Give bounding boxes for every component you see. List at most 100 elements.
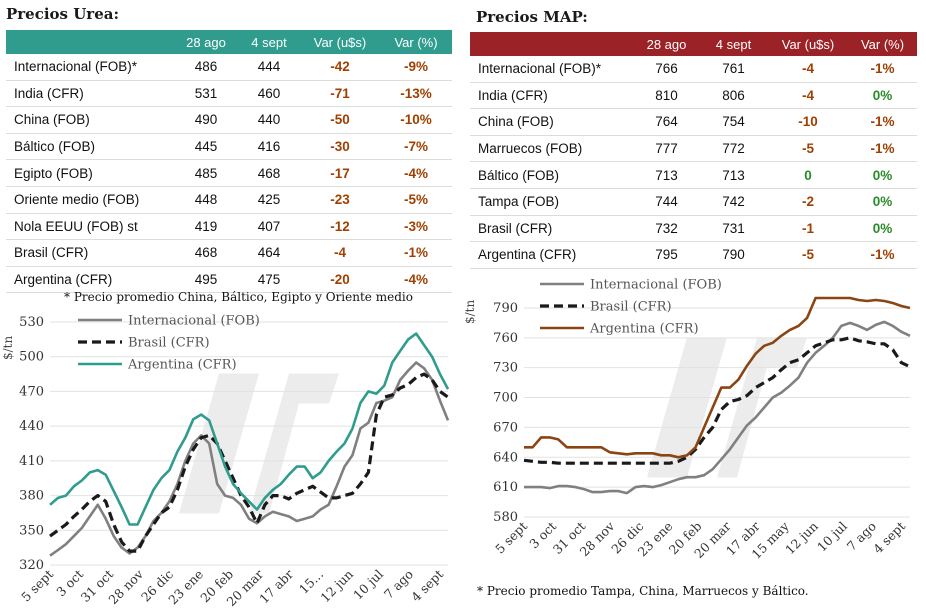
x-tick-label: 10 jul xyxy=(814,519,850,555)
table-row: Egipto (FOB) 485 468 -17 -4% xyxy=(6,159,452,187)
series-line xyxy=(524,296,911,459)
table-row: Nola EEUU (FOB) st 419 407 -12 -3% xyxy=(6,213,452,241)
table-cell: 731 xyxy=(699,215,768,243)
legend-label: Argentina (CFR) xyxy=(589,322,699,337)
urea-header-cell: Var (%) xyxy=(380,30,452,54)
table-cell: 810 xyxy=(634,82,699,110)
table-row: Tampa (FOB) 744 742 -2 0% xyxy=(470,188,917,216)
y-tick-label: 530 xyxy=(19,315,44,330)
table-cell: 744 xyxy=(634,188,699,216)
urea-table-body: Internacional (FOB)* 486 444 -42 -9% India (C… xyxy=(6,54,452,294)
y-tick-label: 670 xyxy=(493,420,518,435)
table-cell: 468 xyxy=(174,239,238,267)
table-cell: 713 xyxy=(699,161,768,189)
table-cell: -50 xyxy=(300,106,380,134)
row-label: Nola EEUU (FOB) st xyxy=(6,213,174,241)
table-cell: 440 xyxy=(238,106,300,134)
table-cell: -1% xyxy=(380,239,452,267)
y-tick-label: 610 xyxy=(493,480,518,495)
table-cell: 777 xyxy=(634,135,699,163)
row-label: China (FOB) xyxy=(470,108,634,136)
series-line xyxy=(524,320,911,495)
table-cell: -1% xyxy=(848,56,917,83)
table-cell: -10% xyxy=(380,106,452,134)
table-cell: 806 xyxy=(699,82,768,110)
row-label: Egipto (FOB) xyxy=(6,159,174,187)
table-cell: -13% xyxy=(380,80,452,108)
table-cell: 531 xyxy=(174,80,238,108)
table-cell: 795 xyxy=(634,241,699,269)
table-row: India (CFR) 810 806 -4 0% xyxy=(470,82,917,110)
table-cell: -5% xyxy=(380,186,452,214)
table-cell: -4% xyxy=(380,266,452,294)
y-tick-label: 380 xyxy=(19,489,44,504)
y-tick-label: 350 xyxy=(19,523,44,538)
table-cell: 490 xyxy=(174,106,238,134)
y-tick-label: 440 xyxy=(19,419,44,434)
map-header-row: 28 ago 4 sept Var (u$s) Var (%) xyxy=(470,32,917,56)
y-tick-label: 700 xyxy=(493,391,518,406)
table-row: Marruecos (FOB) 777 772 -5 -1% xyxy=(470,135,917,163)
table-cell: 445 xyxy=(174,133,238,161)
row-label: Internacional (FOB)* xyxy=(470,56,634,83)
table-cell: -17 xyxy=(300,159,380,187)
x-tick-label: 12 jun xyxy=(317,567,356,606)
map-table-body: Internacional (FOB)* 766 761 -4 -1% India (CF… xyxy=(470,56,917,269)
table-row: China (FOB) 490 440 -50 -10% xyxy=(6,106,452,134)
table-cell: 713 xyxy=(634,161,699,189)
x-tick-label: 12 jun xyxy=(782,519,821,558)
table-cell: 448 xyxy=(174,186,238,214)
map-footnote: * Precio promedio Tampa, China, Marrueco… xyxy=(477,584,809,598)
row-label: Argentina (CFR) xyxy=(6,266,174,294)
table-cell: -7% xyxy=(380,133,452,161)
table-cell: 772 xyxy=(699,135,768,163)
table-cell: 416 xyxy=(238,133,300,161)
row-label: Báltico (FOB) xyxy=(470,161,634,189)
series-line xyxy=(49,372,449,553)
table-cell: -23 xyxy=(300,186,380,214)
table-cell: 419 xyxy=(174,213,238,241)
row-label: Argentina (CFR) xyxy=(470,241,634,269)
table-cell: 464 xyxy=(238,239,300,267)
legend-label: Brasil (CFR) xyxy=(590,300,672,315)
table-cell: 460 xyxy=(238,80,300,108)
table-row: China (FOB) 764 754 -10 -1% xyxy=(470,108,917,136)
x-tick-label: 4 sept xyxy=(408,567,446,605)
table-row: Báltico (FOB) 445 416 -30 -7% xyxy=(6,133,452,161)
urea-header-cell: 28 ago xyxy=(174,30,238,54)
table-row: Internacional (FOB)* 766 761 -4 -1% xyxy=(470,56,917,83)
table-row: Báltico (FOB) 713 713 0 0% xyxy=(470,161,917,189)
table-row: Argentina (CFR) 495 475 -20 -4% xyxy=(6,266,452,294)
table-cell: 486 xyxy=(174,54,238,81)
table-row: Oriente medio (FOB) 448 425 -23 -5% xyxy=(6,186,452,214)
table-cell: 0% xyxy=(848,161,917,189)
map-title: Precios MAP: xyxy=(476,8,588,26)
y-tick-label: 470 xyxy=(19,384,44,399)
table-cell: -9% xyxy=(380,54,452,81)
table-cell: 475 xyxy=(238,266,300,294)
table-cell: 495 xyxy=(174,266,238,294)
y-axis-label: $/tn xyxy=(463,300,477,325)
map-price-table: 28 ago 4 sept Var (u$s) Var (%) Internacion… xyxy=(470,32,917,269)
table-cell: -4% xyxy=(380,159,452,187)
table-cell: 0% xyxy=(848,82,917,110)
map-header-cell: Var (u$s) xyxy=(768,32,848,56)
series-line xyxy=(49,332,450,526)
map-header-cell: 28 ago xyxy=(634,32,699,56)
table-cell: 742 xyxy=(699,188,768,216)
y-tick-label: 500 xyxy=(19,350,44,365)
urea-header-cell: Var (u$s) xyxy=(300,30,380,54)
x-tick-label: 4 sept xyxy=(870,519,908,557)
table-cell: -1% xyxy=(848,135,917,163)
table-cell: -1% xyxy=(848,108,917,136)
table-cell: -20 xyxy=(300,266,380,294)
map-header-cell: 4 sept xyxy=(699,32,768,56)
urea-header-cell: 4 sept xyxy=(238,30,300,54)
table-cell: 790 xyxy=(699,241,768,269)
y-tick-label: 410 xyxy=(19,454,44,469)
row-label: Tampa (FOB) xyxy=(470,188,634,216)
legend-label: Internacional (FOB) xyxy=(590,278,722,293)
table-row: Internacional (FOB)* 486 444 -42 -9% xyxy=(6,54,452,81)
urea-header-row: 28 ago 4 sept Var (u$s) Var (%) xyxy=(6,30,452,54)
